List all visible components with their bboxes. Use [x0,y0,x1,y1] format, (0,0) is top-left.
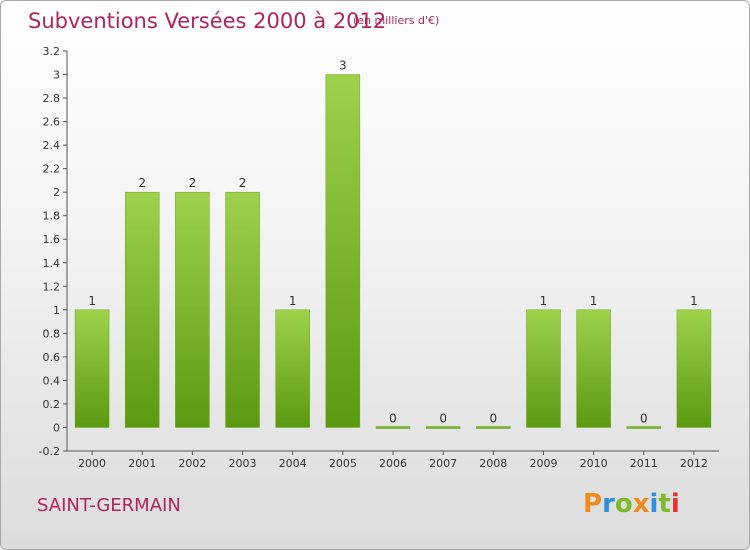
data-label: 2 [239,176,247,190]
bar [476,426,511,429]
logo-letter: r [602,489,615,519]
data-label: 1 [590,294,598,308]
logo-letter: t [658,489,671,519]
logo-letter: x [632,489,650,519]
y-tick-label: 0.6 [43,351,61,364]
x-tick-label: 2007 [429,457,457,470]
x-tick-label: 2004 [279,457,307,470]
chart-title: Subventions Versées 2000 à 2012 [28,9,387,33]
data-label: 1 [540,294,548,308]
y-tick-label: 2.6 [43,116,61,129]
x-tick-label: 2012 [680,457,708,470]
data-label: 0 [439,411,447,425]
chart-labels: 1 2 2 2 1 3 0 0 0 1 1 0 1 [88,59,697,426]
y-tick-label: 1 [53,304,60,317]
x-tick-label: 2008 [479,457,507,470]
x-tick-label: 2003 [229,457,257,470]
data-label: 0 [389,411,397,425]
x-tick-label: 2000 [78,457,106,470]
y-tick-label: 0.4 [43,374,61,387]
proxiti-logo: Proxiti [583,489,680,519]
chart-subtitle: (en milliers d'€) [353,14,440,27]
bar [425,426,461,429]
place-name: SAINT-GERMAIN [37,495,181,516]
y-tick-label: 0.2 [43,398,61,411]
logo-letter: i [670,489,680,519]
y-tick-label: 1.4 [43,257,61,270]
x-tick-label: 2010 [580,457,608,470]
x-tick-label: 2002 [178,457,206,470]
x-tick-label: 2011 [630,457,658,470]
y-tick-label: 2.2 [43,163,61,176]
data-label: 2 [138,176,146,190]
y-tick-label: 3.2 [43,45,61,58]
bar [576,309,611,428]
bar [676,309,712,428]
y-tick-label: 1.2 [43,280,61,293]
bar [526,309,561,428]
y-tick-label: 2.4 [43,139,61,152]
x-tick-label: 2005 [329,457,357,470]
y-tick-label: 2 [53,186,60,199]
bar [74,309,110,428]
data-label: 0 [640,411,648,425]
data-label: 0 [489,411,497,425]
y-tick-label: 1.6 [43,233,61,246]
bar [626,426,662,429]
data-label: 2 [189,176,197,190]
y-tick-label: -0.2 [39,445,60,458]
chart-axes: -0.2 0 0.2 0.4 0.6 0.8 1 1.2 1.4 1.6 1.8 2 2.2 2.4 2.6… [39,45,719,470]
y-tick-label: 2.8 [43,92,61,105]
y-tick-label: 1.8 [43,210,61,223]
data-label: 1 [690,294,698,308]
logo-letter: i [649,489,659,519]
x-tick-label: 2001 [128,457,156,470]
data-label: 1 [289,294,297,308]
data-label: 1 [88,294,96,308]
x-tick-label: 2009 [529,457,557,470]
logo-letter: P [583,489,603,519]
bar [325,74,361,428]
bar [225,191,260,428]
y-tick-label: 0 [53,421,60,434]
logo-letter: o [614,489,633,519]
y-tick-label: 3 [53,69,60,82]
bar [124,191,160,428]
chart-bars [74,74,712,429]
bar [375,426,411,429]
bar [275,309,310,428]
y-tick-label: 0.8 [43,327,61,340]
data-label: 3 [339,59,347,73]
bar [175,191,210,428]
x-tick-label: 2006 [379,457,407,470]
